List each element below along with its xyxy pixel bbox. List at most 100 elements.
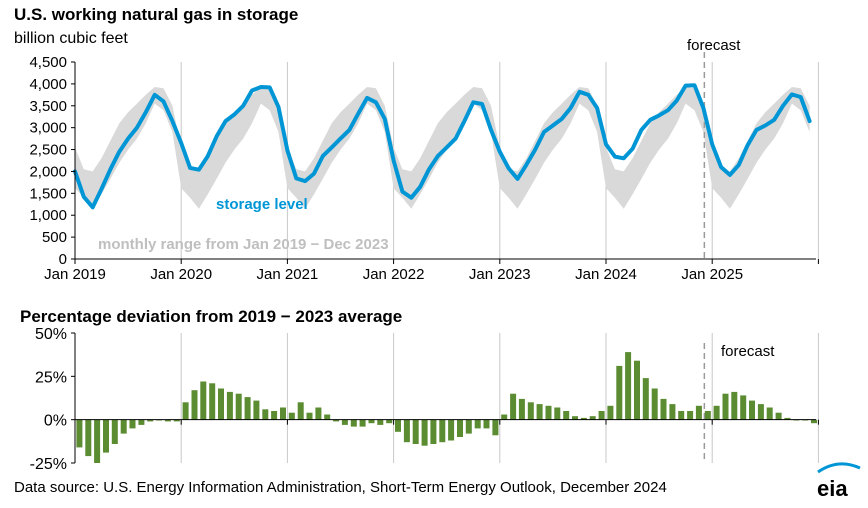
- deviation-bar: [607, 405, 614, 420]
- deviation-bar: [634, 360, 640, 420]
- deviation-bar: [545, 405, 552, 420]
- deviation-bar: [218, 388, 224, 420]
- storage-y-tick-label: 1,000: [29, 207, 67, 224]
- deviation-bar: [129, 419, 136, 429]
- deviation-bar: [580, 417, 587, 420]
- deviation-bar: [333, 419, 340, 422]
- deviation-bar: [616, 365, 623, 420]
- deviation-bar: [85, 419, 92, 457]
- deviation-bar: [403, 419, 410, 443]
- deviation-bar: [660, 398, 667, 420]
- deviation-bar: [651, 388, 658, 420]
- deviation-bar: [563, 411, 570, 420]
- storage-y-tick-label: 0: [59, 251, 67, 268]
- deviation-bar: [147, 419, 154, 422]
- deviation-bar: [625, 352, 632, 420]
- range-band-area: [75, 87, 810, 209]
- deviation-bar: [598, 411, 605, 420]
- storage-axes: 0 500 1,000 1,500 2,000 2,500 3,000 3,500 4,000 4…: [29, 54, 819, 283]
- range-band-label: monthly range from Jan 2019 − Dec 2023: [98, 236, 389, 253]
- storage-y-tick-label: 1,500: [29, 185, 67, 202]
- deviation-bar: [412, 419, 419, 444]
- deviation-bar: [669, 404, 676, 420]
- deviation-bar: [253, 400, 260, 420]
- storage-x-tick-label: Jan 2019: [44, 266, 106, 283]
- deviation-bar: [687, 411, 694, 420]
- storage-y-tick-label: 4,500: [29, 54, 67, 71]
- deviation-bar: [315, 407, 322, 420]
- deviation-bar: [359, 419, 366, 427]
- storage-y-tick-label: 500: [42, 229, 67, 246]
- deviation-bar: [306, 412, 313, 420]
- deviation-bar: [722, 393, 729, 420]
- deviation-bar: [280, 407, 286, 420]
- storage-y-tick-label: 2,500: [29, 142, 67, 159]
- deviation-bar: [395, 419, 401, 432]
- storage-forecast-label: forecast: [687, 37, 741, 54]
- deviation-bars-layer: [76, 352, 817, 463]
- deviation-bar: [695, 405, 702, 420]
- deviation-bar: [271, 411, 278, 420]
- deviation-y-tick-label: 50%: [35, 326, 67, 343]
- deviation-bar: [483, 419, 490, 429]
- storage-x-tick-label: Jan 2021: [257, 266, 319, 283]
- deviation-bar: [421, 419, 428, 446]
- data-source-note: Data source: U.S. Energy Information Adm…: [14, 479, 667, 496]
- deviation-y-tick-label: 0%: [44, 413, 67, 430]
- deviation-bar: [740, 395, 747, 420]
- deviation-bar: [138, 419, 145, 425]
- deviation-gridlines: [180, 333, 819, 463]
- deviation-bar: [678, 411, 685, 420]
- deviation-bar: [465, 419, 472, 434]
- deviation-bar: [501, 414, 508, 420]
- deviation-bar: [642, 378, 649, 420]
- deviation-bar: [262, 409, 269, 420]
- eia-logo: eia: [817, 462, 861, 501]
- deviation-bar: [457, 419, 463, 437]
- storage-x-tick-label: Jan 2020: [150, 266, 212, 283]
- deviation-bar: [226, 391, 233, 420]
- deviation-bar: [492, 419, 499, 436]
- deviation-bar: [173, 419, 180, 422]
- eia-logo-text: eia: [817, 476, 848, 501]
- deviation-bar: [731, 391, 738, 420]
- deviation-bar: [749, 400, 755, 420]
- deviation-bar: [191, 390, 198, 420]
- deviation-bar: [589, 416, 596, 420]
- deviation-bar: [297, 402, 304, 420]
- storage-x-tick-label: Jan 2025: [681, 266, 743, 283]
- storage-chart-title: U.S. working natural gas in storage: [14, 5, 298, 24]
- storage-y-tick-label: 2,000: [29, 163, 67, 180]
- deviation-bar: [704, 411, 711, 420]
- deviation-bar: [811, 419, 817, 424]
- deviation-bar: [386, 419, 393, 424]
- storage-x-tick-label: Jan 2024: [575, 266, 637, 283]
- storage-y-tick-label: 4,000: [29, 76, 67, 93]
- deviation-bar: [368, 419, 375, 424]
- storage-y-tick-label: 3,500: [29, 98, 67, 115]
- deviation-y-tick-label: -25%: [30, 456, 67, 473]
- deviation-bar: [103, 419, 109, 453]
- deviation-bar: [510, 393, 517, 420]
- storage-chart-subtitle: billion cubic feet: [14, 30, 128, 47]
- deviation-bar: [430, 419, 437, 444]
- deviation-bar: [209, 383, 216, 420]
- deviation-bar: [713, 405, 720, 420]
- deviation-axes: -25% 0% 25% 50%: [30, 326, 819, 473]
- deviation-bar: [341, 419, 348, 425]
- deviation-bar: [448, 419, 455, 441]
- deviation-bar: [536, 404, 543, 420]
- deviation-bar: [784, 417, 791, 420]
- deviation-bar: [244, 397, 251, 420]
- deviation-bar: [527, 402, 534, 420]
- deviation-chart-title: Percentage deviation from 2019 − 2023 av…: [20, 307, 402, 326]
- deviation-y-tick-label: 25%: [35, 369, 67, 386]
- storage-x-tick-label: Jan 2022: [363, 266, 425, 283]
- deviation-bar: [120, 419, 127, 434]
- storage-line-layer: [73, 83, 812, 210]
- deviation-bar: [474, 419, 481, 429]
- deviation-bar: [76, 419, 83, 448]
- deviation-bar: [182, 402, 189, 420]
- deviation-bar: [766, 407, 773, 420]
- deviation-bar: [757, 404, 764, 420]
